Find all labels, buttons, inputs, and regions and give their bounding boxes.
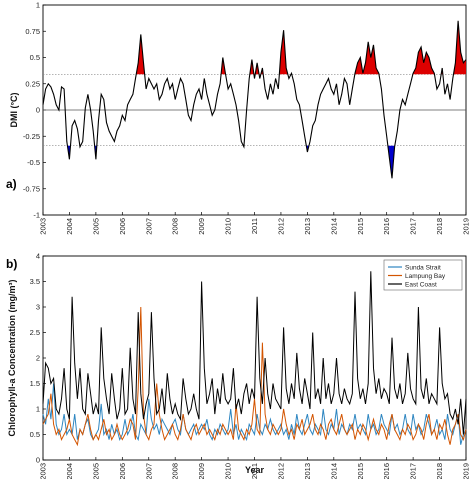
- x-tick-label: 2015: [356, 463, 365, 479]
- x-tick-label: 2007: [144, 463, 153, 479]
- y-tick-label: 0.5: [30, 53, 40, 62]
- y-tick-label: 2.5: [30, 328, 40, 337]
- series-line-east-coast: [42, 271, 467, 435]
- y-tick-label: 1: [36, 405, 40, 414]
- x-tick-label: 2008: [171, 463, 180, 479]
- x-tick-label: 2017: [409, 463, 418, 479]
- panel-b-ylabel: Chlorophyll-a Concentration (mg/m³): [7, 280, 17, 437]
- x-tick-label: 2015: [356, 218, 365, 235]
- x-tick-label: 2010: [224, 463, 233, 479]
- y-tick-label: 0.5: [30, 430, 40, 439]
- panel-b-label: b): [6, 257, 17, 271]
- x-tick-label: 2005: [91, 218, 100, 235]
- x-tick-label: 2013: [303, 463, 312, 479]
- x-tick-label: 2004: [65, 463, 74, 479]
- x-tick-label: 2006: [118, 218, 127, 235]
- legend-entry: Lampung Bay: [405, 273, 446, 280]
- y-tick-label: 2: [36, 354, 40, 363]
- y-tick-label: -1: [33, 211, 40, 220]
- x-tick-label: 2011: [250, 218, 259, 234]
- y-tick-label: 4: [36, 252, 40, 261]
- panel-b-xlabel: Year: [245, 465, 265, 475]
- x-tick-label: 2016: [382, 218, 391, 235]
- y-tick-label: 3: [36, 303, 40, 312]
- y-tick-label: 0: [36, 106, 40, 115]
- x-tick-label: 2011: [250, 463, 259, 479]
- dmi-line: [42, 20, 467, 179]
- x-tick-label: 2004: [65, 218, 74, 235]
- y-tick-label: -0.5: [27, 158, 40, 167]
- x-tick-label: 2009: [197, 218, 206, 235]
- x-tick-label: 2008: [171, 218, 180, 235]
- y-tick-label: 1.5: [30, 379, 40, 388]
- y-tick-label: 0.75: [25, 27, 40, 36]
- y-tick-label: -0.75: [23, 184, 40, 193]
- y-tick-label: 0: [36, 456, 40, 465]
- x-tick-label: 2018: [435, 463, 444, 479]
- x-tick-label: 2014: [329, 218, 338, 235]
- x-tick-label: 2017: [409, 218, 418, 235]
- x-tick-label: 2006: [118, 463, 127, 479]
- x-tick-label: 2010: [224, 218, 233, 235]
- panel-a-label: a): [6, 177, 17, 191]
- x-tick-label: 2013: [303, 218, 312, 235]
- x-tick-label: 2003: [39, 463, 48, 479]
- y-tick-label: 0.25: [25, 79, 40, 88]
- series-line-sunda-strait: [42, 383, 467, 445]
- y-tick-label: 3.5: [30, 277, 40, 286]
- panel-b: b) Chlorophyll-a Concentration (mg/m³) Y…: [6, 252, 471, 479]
- y-tick-label: -0.25: [23, 132, 40, 141]
- x-tick-label: 2019: [462, 463, 471, 479]
- x-tick-label: 2003: [39, 218, 48, 235]
- y-tick-label: 1: [36, 1, 40, 10]
- legend-entry: East Coast: [405, 281, 437, 288]
- x-tick-label: 2018: [435, 218, 444, 235]
- x-tick-label: 2019: [462, 218, 471, 235]
- x-tick-label: 2012: [276, 463, 285, 479]
- x-tick-label: 2014: [329, 463, 338, 479]
- x-tick-label: 2007: [144, 218, 153, 235]
- x-tick-label: 2005: [91, 463, 100, 479]
- negative-iod-fill: [387, 145, 395, 179]
- panel-a-ylabel: DMI (°C): [9, 92, 19, 127]
- x-tick-label: 2009: [197, 463, 206, 479]
- x-tick-label: 2016: [382, 463, 391, 479]
- panel-a: a) DMI (°C) -1 -0.75 -0.5 -0.25 0 0.25 0.5 0.75…: [6, 1, 471, 235]
- x-tick-label: 2012: [276, 218, 285, 235]
- legend-entry: Sunda Strait: [405, 264, 441, 271]
